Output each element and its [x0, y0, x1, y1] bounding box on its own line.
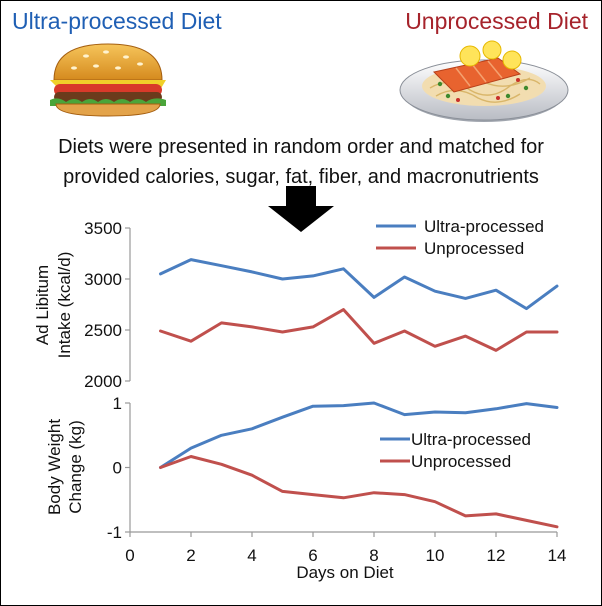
- weight-series: [159, 401, 559, 529]
- weight-y-tick-label: 0: [113, 459, 122, 478]
- x-tick-label: 12: [487, 546, 506, 565]
- weight-y-label-line-2: Change (kg): [66, 420, 85, 514]
- intake-y-tick-label: 2500: [84, 321, 122, 340]
- intake-y-ticks: 2000 2500 3000 3500: [84, 219, 130, 391]
- x-tick-label: 0: [125, 546, 134, 565]
- intake-y-tick-label: 2000: [84, 372, 122, 391]
- unprocessed-diet-title: Unprocessed Diet: [405, 8, 588, 34]
- x-tick-label: 14: [548, 546, 567, 565]
- x-tick-label: 6: [308, 546, 317, 565]
- weight-y-tick-label: -1: [107, 523, 122, 542]
- intake-legend-label-unprocessed: Unprocessed: [424, 239, 524, 258]
- caption: Diets were presented in random order and…: [0, 132, 602, 192]
- intake-series-line-unprocessed: [159, 308, 559, 352]
- weight-series-line-unprocessed: [159, 455, 559, 529]
- intake-legend-label-ultra: Ultra-processed: [424, 217, 544, 236]
- weight-y-label-line-1: Body Weight: [45, 419, 64, 515]
- x-tick-label: 4: [247, 546, 256, 565]
- x-tick-label: 10: [426, 546, 445, 565]
- intake-chart: 2000 2500 3000 3500 Ad Libitum Intake (kcal…: [33, 217, 559, 391]
- intake-series: [159, 258, 559, 352]
- intake-y-label-line-2: Intake (kcal/d): [55, 252, 74, 359]
- weight-legend: Ultra-processed Unprocessed: [380, 430, 531, 471]
- hamburger-icon: [50, 43, 166, 117]
- intake-y-tick-label: 3000: [84, 270, 122, 289]
- x-tick-label: 2: [186, 546, 195, 565]
- down-arrow-icon: [268, 186, 334, 232]
- weight-y-tick-label: 1: [113, 394, 122, 413]
- x-tick-label: 8: [369, 546, 378, 565]
- caption-line-1: Diets were presented in random order and…: [58, 136, 544, 158]
- intake-y-tick-label: 3500: [84, 219, 122, 238]
- intake-legend: Ultra-processed Unprocessed: [376, 217, 544, 258]
- ultra-processed-diet-title: Ultra-processed Diet: [12, 8, 222, 34]
- weight-legend-label-ultra: Ultra-processed: [411, 430, 531, 449]
- salmon-pasta-plate-icon: [399, 40, 569, 122]
- intake-y-label-line-1: Ad Libitum: [33, 265, 52, 345]
- caption-line-2: provided calories, sugar, fat, fiber, an…: [63, 166, 539, 188]
- weight-series-line-ultra: [159, 401, 559, 469]
- weight-legend-label-unprocessed: Unprocessed: [411, 452, 511, 471]
- intake-series-line-ultra: [159, 258, 559, 311]
- x-axis-label: Days on Diet: [296, 563, 394, 582]
